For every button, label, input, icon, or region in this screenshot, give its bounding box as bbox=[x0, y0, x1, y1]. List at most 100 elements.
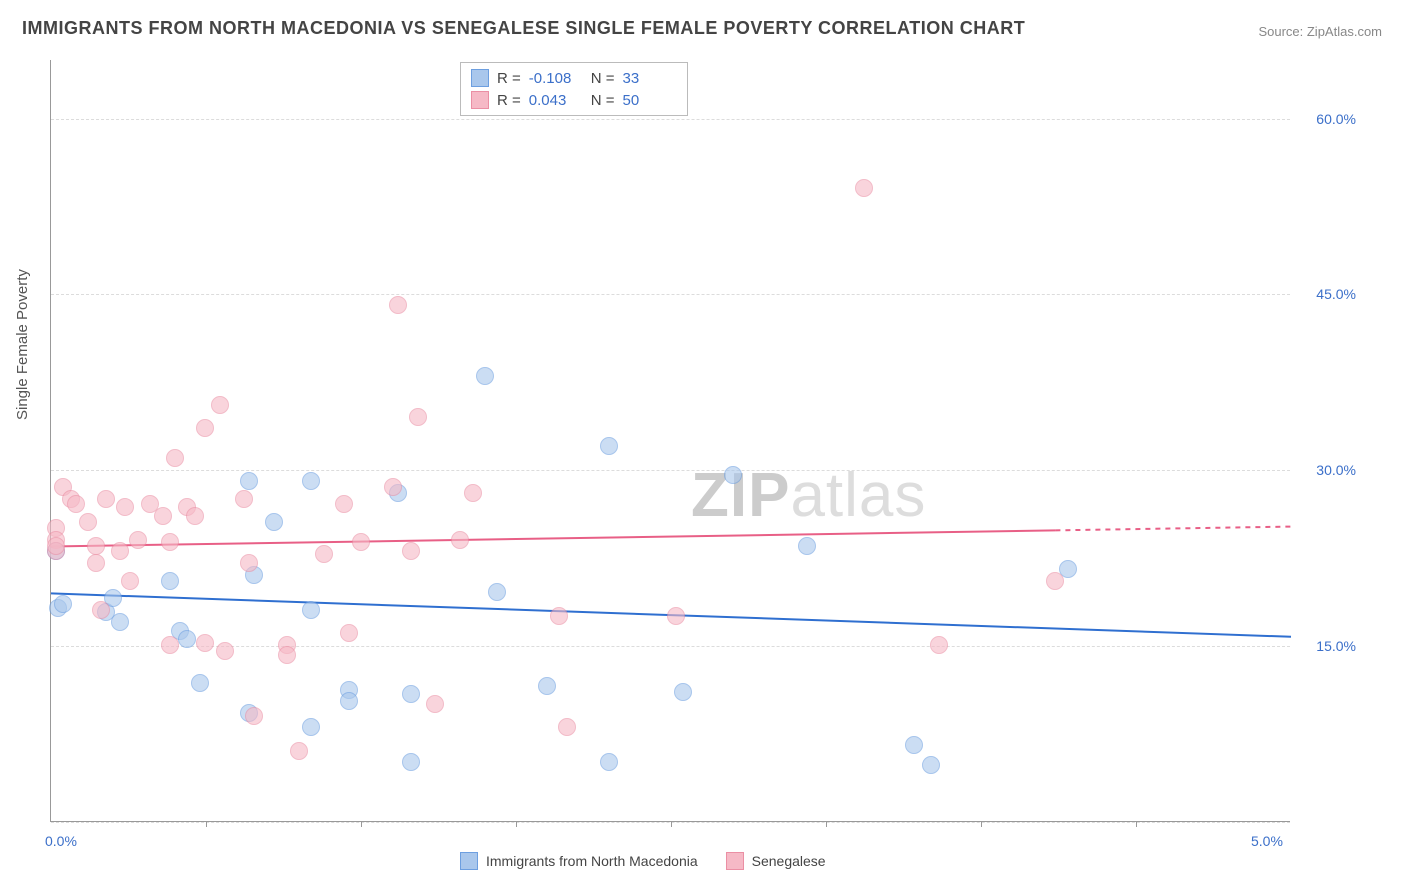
data-point-series2 bbox=[409, 408, 427, 426]
data-point-series1 bbox=[265, 513, 283, 531]
data-point-series2 bbox=[121, 572, 139, 590]
x-tick-mark bbox=[826, 821, 827, 827]
stats-legend-row-series1: R = -0.108N = 33 bbox=[471, 67, 677, 89]
data-point-series1 bbox=[191, 674, 209, 692]
data-point-series2 bbox=[426, 695, 444, 713]
stats-label: R = bbox=[497, 70, 521, 87]
data-point-series2 bbox=[464, 484, 482, 502]
data-point-series2 bbox=[196, 634, 214, 652]
x-tick-mark bbox=[1136, 821, 1137, 827]
data-point-series1 bbox=[178, 630, 196, 648]
data-point-series1 bbox=[538, 677, 556, 695]
data-point-series2 bbox=[87, 537, 105, 555]
stats-value: 0.043 bbox=[529, 92, 583, 109]
data-point-series2 bbox=[67, 495, 85, 513]
y-tick-label: 15.0% bbox=[1316, 638, 1356, 654]
stats-legend: R = -0.108N = 33R = 0.043N = 50 bbox=[460, 62, 688, 116]
chart-title: IMMIGRANTS FROM NORTH MACEDONIA VS SENEG… bbox=[22, 18, 1025, 39]
data-point-series1 bbox=[302, 718, 320, 736]
data-point-series2 bbox=[340, 624, 358, 642]
series-legend-label: Senegalese bbox=[752, 853, 826, 869]
legend-swatch-series1 bbox=[471, 69, 489, 87]
data-point-series2 bbox=[1046, 572, 1064, 590]
data-point-series1 bbox=[674, 683, 692, 701]
x-tick-mark bbox=[361, 821, 362, 827]
data-point-series2 bbox=[154, 507, 172, 525]
data-point-series1 bbox=[302, 601, 320, 619]
plot-area: ZIPatlas 15.0%30.0%45.0%60.0%0.0%5.0% bbox=[50, 60, 1290, 822]
data-point-series2 bbox=[97, 490, 115, 508]
legend-swatch-series2 bbox=[471, 91, 489, 109]
data-point-series1 bbox=[905, 736, 923, 754]
data-point-series1 bbox=[600, 437, 618, 455]
data-point-series2 bbox=[47, 537, 65, 555]
data-point-series1 bbox=[488, 583, 506, 601]
gridline bbox=[51, 294, 1290, 295]
y-tick-label: 45.0% bbox=[1316, 286, 1356, 302]
stats-label: R = bbox=[497, 92, 521, 109]
series-legend-item-series2: Senegalese bbox=[726, 852, 826, 870]
data-point-series2 bbox=[235, 490, 253, 508]
x-tick-label: 5.0% bbox=[1251, 833, 1283, 849]
data-point-series2 bbox=[278, 646, 296, 664]
data-point-series1 bbox=[476, 367, 494, 385]
data-point-series2 bbox=[451, 531, 469, 549]
data-point-series2 bbox=[211, 396, 229, 414]
x-tick-mark bbox=[981, 821, 982, 827]
data-point-series2 bbox=[384, 478, 402, 496]
source-attribution: Source: ZipAtlas.com bbox=[1258, 24, 1382, 39]
data-point-series2 bbox=[79, 513, 97, 531]
stats-value: -0.108 bbox=[529, 70, 583, 87]
data-point-series2 bbox=[161, 636, 179, 654]
data-point-series2 bbox=[186, 507, 204, 525]
data-point-series2 bbox=[116, 498, 134, 516]
y-tick-label: 60.0% bbox=[1316, 111, 1356, 127]
gridline bbox=[51, 646, 1290, 647]
legend-swatch-series2 bbox=[726, 852, 744, 870]
data-point-series2 bbox=[335, 495, 353, 513]
stats-label: N = bbox=[591, 70, 615, 87]
data-point-series2 bbox=[216, 642, 234, 660]
data-point-series1 bbox=[340, 692, 358, 710]
series-legend: Immigrants from North Macedonia Senegales… bbox=[460, 852, 826, 870]
data-point-series1 bbox=[302, 472, 320, 490]
x-tick-mark bbox=[206, 821, 207, 827]
data-point-series2 bbox=[129, 531, 147, 549]
data-point-series2 bbox=[930, 636, 948, 654]
data-point-series2 bbox=[240, 554, 258, 572]
data-point-series2 bbox=[166, 449, 184, 467]
data-point-series2 bbox=[855, 179, 873, 197]
data-point-series2 bbox=[667, 607, 685, 625]
series-legend-label: Immigrants from North Macedonia bbox=[486, 853, 698, 869]
stats-legend-row-series2: R = 0.043N = 50 bbox=[471, 89, 677, 111]
data-point-series1 bbox=[54, 595, 72, 613]
data-point-series2 bbox=[161, 533, 179, 551]
data-point-series2 bbox=[550, 607, 568, 625]
data-point-series2 bbox=[402, 542, 420, 560]
x-tick-mark bbox=[671, 821, 672, 827]
trendline-dashed-series2 bbox=[1055, 527, 1291, 531]
data-point-series2 bbox=[196, 419, 214, 437]
stats-value: 50 bbox=[623, 92, 677, 109]
trendline-series2 bbox=[51, 530, 1055, 546]
series-legend-item-series1: Immigrants from North Macedonia bbox=[460, 852, 698, 870]
data-point-series2 bbox=[290, 742, 308, 760]
data-point-series2 bbox=[315, 545, 333, 563]
data-point-series1 bbox=[240, 472, 258, 490]
data-point-series2 bbox=[245, 707, 263, 725]
y-axis-label: Single Female Poverty bbox=[14, 269, 31, 420]
data-point-series1 bbox=[111, 613, 129, 631]
data-point-series2 bbox=[389, 296, 407, 314]
x-tick-mark bbox=[516, 821, 517, 827]
data-point-series1 bbox=[402, 685, 420, 703]
data-point-series1 bbox=[922, 756, 940, 774]
data-point-series1 bbox=[798, 537, 816, 555]
data-point-series1 bbox=[161, 572, 179, 590]
data-point-series1 bbox=[724, 466, 742, 484]
data-point-series2 bbox=[87, 554, 105, 572]
legend-swatch-series1 bbox=[460, 852, 478, 870]
data-point-series1 bbox=[600, 753, 618, 771]
x-tick-label: 0.0% bbox=[45, 833, 77, 849]
data-point-series2 bbox=[558, 718, 576, 736]
y-tick-label: 30.0% bbox=[1316, 462, 1356, 478]
